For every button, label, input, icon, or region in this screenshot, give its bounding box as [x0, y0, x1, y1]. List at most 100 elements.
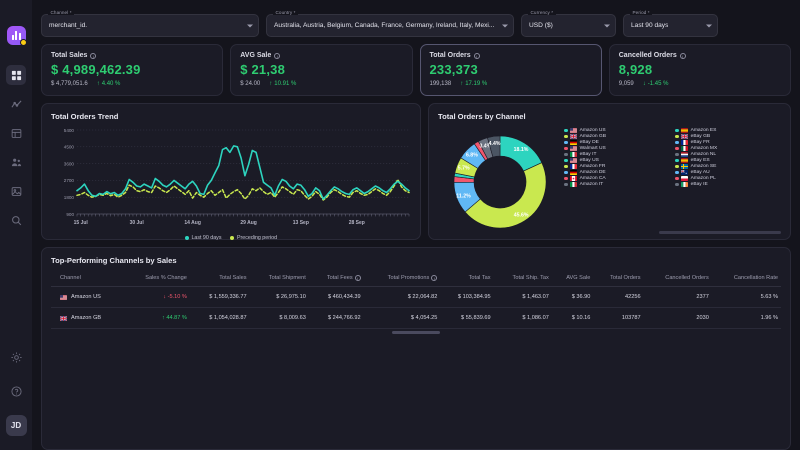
info-icon[interactable]: i [473, 52, 480, 59]
donut-legend-item[interactable]: eBay GB [675, 134, 781, 139]
arrow-up-icon: ↑ [269, 81, 273, 87]
sidebar-item-dashboard[interactable] [6, 65, 26, 85]
table-header-cell[interactable]: Cancellation Rate [711, 268, 781, 287]
chevron-down-icon[interactable] [247, 24, 253, 27]
donut-legend-item[interactable]: Amazon IT [564, 182, 670, 187]
sidebar-item-media[interactable] [6, 181, 26, 201]
donut-legend-item[interactable]: Amazon ES [675, 128, 781, 133]
donut-legend-label: Amazon US [579, 128, 606, 133]
table-header-cell[interactable]: Total Ship. Tax [493, 268, 552, 287]
table-header-cell[interactable]: Sales % Change [124, 268, 190, 287]
donut-legend-item[interactable]: eBay ES [675, 158, 781, 163]
legend-item-current[interactable]: Last 90 days [184, 235, 221, 241]
sidebar-item-customers[interactable] [6, 152, 26, 172]
legend-color-dot [675, 146, 679, 151]
cell-channel: Amazon US [51, 286, 125, 308]
donut-legend-item[interactable]: Amazon MX [675, 146, 781, 151]
table-header-label: AVG Sale [566, 275, 591, 281]
flag-mx-icon [681, 146, 689, 151]
sidebar-item-search[interactable] [6, 210, 26, 230]
info-icon[interactable]: i [354, 275, 361, 281]
kpi-card-total-orders[interactable]: Total Orders i 233,373 199,138 ↑ 17.19 % [419, 44, 602, 96]
svg-text:29 Aug: 29 Aug [240, 220, 256, 226]
analytics-logo-icon[interactable] [6, 26, 27, 46]
filter-country[interactable]: Country * Australia, Austria, Belgium, C… [266, 10, 514, 37]
donut-legend-item[interactable]: Amazon CA [564, 176, 670, 181]
donut-legend-item[interactable]: Amazon GB [564, 134, 670, 139]
donut-legend-scrollbar[interactable] [659, 231, 781, 234]
cell-cancelled-orders: 2377 [643, 286, 712, 308]
kpi-card-total-sales[interactable]: Total Sales i $ 4,989,462.39 $ 4,779,051… [41, 44, 224, 96]
sidebar-item-tables[interactable] [6, 123, 26, 143]
table-header-cell[interactable]: AVG Sale [551, 268, 594, 287]
donut-legend-item[interactable]: Amazon NL [675, 152, 781, 157]
table-header-cell[interactable]: Total Sales [189, 268, 250, 287]
table-header-cell[interactable]: Total Orders [593, 268, 644, 287]
donut-legend-item[interactable]: eBay IE [675, 182, 781, 187]
chevron-down-icon[interactable] [502, 24, 508, 27]
donut-legend-item[interactable]: eBay US [564, 158, 670, 163]
info-icon[interactable]: i [431, 275, 438, 281]
table-header-cell[interactable]: Cancelled Orders [643, 268, 712, 287]
legend-color-dot [564, 146, 568, 151]
table-header-cell[interactable]: Total Fees i [308, 268, 364, 287]
flag-ca-icon [570, 176, 578, 181]
donut-legend-item[interactable]: Amazon US [564, 128, 670, 133]
filter-currency-label: Currency * [528, 10, 556, 15]
table-header-cell[interactable]: Total Shipment [249, 268, 309, 287]
table-row[interactable]: Amazon US ↓ -5.10 % $ 1,559,336.77 $ 26,975… [51, 286, 781, 308]
table-horizontal-scrollbar[interactable] [392, 331, 440, 334]
donut-legend-item[interactable]: Amazon FR [564, 164, 670, 169]
legend-dot [230, 236, 235, 240]
theme-toggle-button[interactable] [6, 347, 26, 367]
panel-title: Total Orders by Channel [438, 112, 526, 121]
donut-legend-label: eBay AU [690, 170, 710, 175]
table-header-label: Total Fees i [327, 275, 361, 281]
filter-channel[interactable]: Channel * merchant_id. [41, 10, 259, 37]
legend-item-preceding[interactable]: Preceding period [230, 235, 277, 241]
kpi-card-cancelled-orders[interactable]: Cancelled Orders i 8,928 9,059 ↓ -1.45 % [608, 44, 791, 96]
kpi-title: Total Orders [429, 52, 471, 59]
donut-legend-item[interactable]: eBay FR [675, 140, 781, 145]
info-icon[interactable]: i [274, 52, 281, 59]
search-icon [11, 215, 21, 225]
info-icon[interactable]: i [90, 52, 97, 59]
donut-legend-label: Amazon PL [690, 176, 716, 181]
donut-chart[interactable]: 18.1% 45.6% 11.2% 5.7% 6.8% 3.4% 4.4% [438, 124, 562, 240]
legend-color-dot [564, 158, 568, 163]
help-button[interactable] [6, 381, 26, 401]
kpi-title: Cancelled Orders [618, 52, 677, 59]
line-chart[interactable]: 900 1800 2700 3600 4500 5400 15 Jul 30 Jul 14 Au… [51, 124, 413, 236]
user-avatar[interactable]: JD [5, 415, 27, 436]
flag-de-icon [570, 140, 578, 145]
cell-total-promotions: $ 22,064.82 [363, 286, 441, 308]
filter-period[interactable]: Period * Last 90 days [623, 10, 718, 37]
sidebar-item-analytics[interactable] [6, 94, 26, 114]
donut-legend-item[interactable]: Amazon SE [675, 164, 781, 169]
donut-legend-item[interactable]: eBay AU [675, 170, 781, 175]
image-icon [11, 186, 21, 196]
flag-es-icon [681, 158, 689, 163]
channel-name: Amazon US [71, 294, 101, 300]
donut-legend-item[interactable]: eBay IT [564, 152, 670, 157]
svg-text:11.2%: 11.2% [456, 194, 471, 200]
filter-currency[interactable]: Currency * USD ($) [521, 10, 616, 37]
donut-legend-item[interactable]: Amazon DE [564, 170, 670, 175]
table-header-cell[interactable]: Total Promotions i [363, 268, 441, 287]
donut-legend-item[interactable]: Walmart US [564, 146, 670, 151]
kpi-delta: ↑ 17.19 % [460, 81, 487, 87]
kpi-card-avg-sale[interactable]: AVG Sale i $ 21,38 $ 24.00 ↑ 10.91 % [230, 44, 413, 96]
chevron-down-icon[interactable] [706, 24, 712, 27]
cell-cancelled-orders: 2030 [643, 307, 712, 329]
legend-label: Preceding period [236, 235, 278, 241]
donut-legend-item[interactable]: eBay DE [564, 140, 670, 145]
table-header-cell[interactable]: Channel [51, 268, 125, 287]
donut-legend-item[interactable]: Amazon PL [675, 176, 781, 181]
svg-text:4500: 4500 [64, 145, 75, 150]
kpi-previous: $ 24.00 [240, 81, 261, 87]
chevron-down-icon[interactable] [604, 24, 610, 27]
cell-total-shipment: $ 8,009.63 [249, 307, 309, 329]
info-icon[interactable]: i [679, 52, 686, 59]
table-header-cell[interactable]: Total Tax [440, 268, 494, 287]
table-row[interactable]: Amazon GB ↑ 44.87 % $ 1,054,028.87 $ 8,009.… [51, 307, 781, 329]
